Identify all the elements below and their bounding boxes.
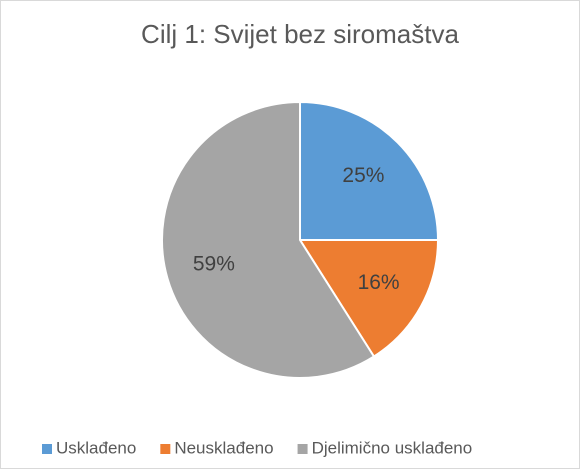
legend-swatch [297, 444, 308, 454]
chart-title: Cilj 1: Svijet bez siromaštva [141, 19, 459, 49]
legend-swatch [42, 444, 52, 454]
data-label: 59% [193, 253, 235, 276]
legend-swatch [160, 444, 171, 454]
data-label: 16% [358, 271, 400, 294]
legend-label: Usklađeno [56, 438, 136, 457]
pie-slice [161, 100, 376, 379]
legend-label: Neusklađeno [174, 438, 273, 457]
pie-slice [298, 239, 440, 358]
data-label: 25% [342, 164, 384, 187]
pie-slice [299, 100, 440, 241]
legend-label: Djelimično usklađeno [312, 438, 473, 457]
